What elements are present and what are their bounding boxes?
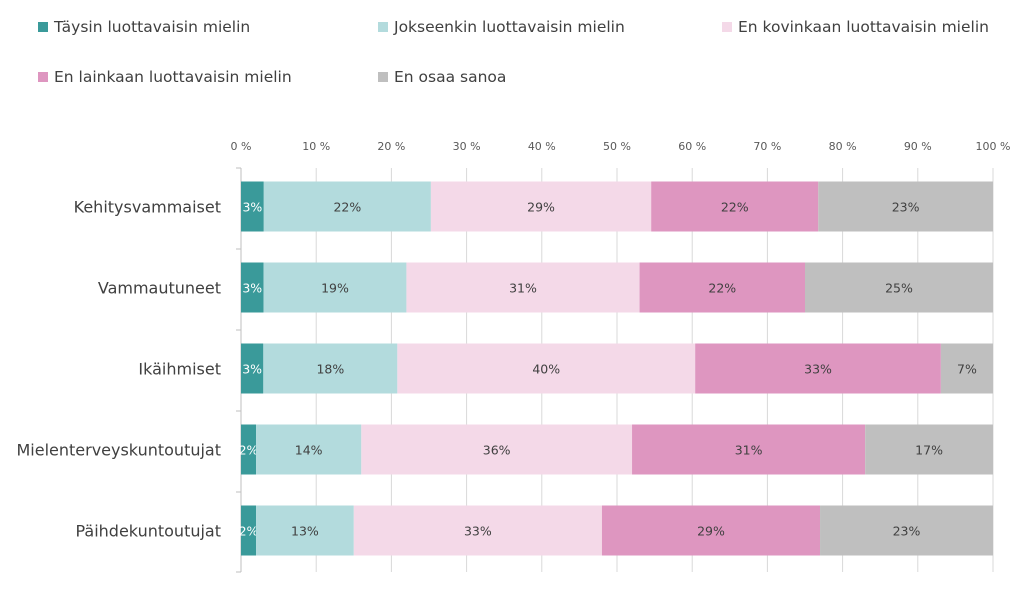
data-label: 22% (333, 200, 361, 215)
bar-segment (940, 343, 993, 394)
bar-segment (406, 262, 640, 313)
data-label: 29% (527, 200, 555, 215)
bar-segment (241, 424, 257, 475)
x-tick-label: 50 % (603, 140, 631, 153)
data-label: 2% (239, 524, 259, 539)
bar-segment (639, 262, 805, 313)
legend-label: En lainkaan luottavaisin mielin (54, 68, 292, 86)
bar-segment (865, 424, 993, 475)
bar-segment (397, 343, 696, 394)
x-tick-label: 90 % (904, 140, 932, 153)
bar-segment (263, 343, 398, 394)
data-label: 33% (464, 524, 492, 539)
data-label: 23% (892, 200, 920, 215)
data-label: 29% (697, 524, 725, 539)
data-label: 17% (915, 443, 943, 458)
bar-segment (256, 505, 354, 556)
bar-segment (361, 424, 633, 475)
legend-item-lainkaan: En lainkaan luottavaisin mielin (38, 68, 292, 86)
x-tick-label: 10 % (302, 140, 330, 153)
legend-label: En osaa sanoa (394, 68, 507, 86)
x-tick-label: 80 % (829, 140, 857, 153)
bar-segment (820, 505, 993, 556)
bar-segment (263, 262, 407, 313)
x-tick-label: 0 % (231, 140, 252, 153)
bar-segment (241, 505, 257, 556)
category-label: Ikäihmiset (138, 360, 221, 379)
data-label: 22% (721, 200, 749, 215)
x-tick-label: 100 % (976, 140, 1011, 153)
bar-segment (651, 181, 819, 232)
legend-label: Jokseenkin luottavaisin mielin (394, 18, 625, 36)
data-label: 3% (242, 281, 262, 296)
x-tick-label: 70 % (753, 140, 781, 153)
chart-legend: Täysin luottavaisin mielin Jokseenkin lu… (0, 0, 1024, 110)
data-label: 14% (295, 443, 323, 458)
bar-segment (353, 505, 602, 556)
category-label: Kehitysvammaiset (74, 198, 221, 217)
data-label: 31% (735, 443, 763, 458)
bar-segment (241, 262, 264, 313)
data-label: 25% (885, 281, 913, 296)
bar-segment (241, 181, 264, 232)
data-label: 3% (242, 200, 262, 215)
legend-item-osaa-sanoa: En osaa sanoa (378, 68, 506, 86)
x-tick-label: 20 % (377, 140, 405, 153)
legend-swatch (38, 22, 48, 32)
legend-swatch (38, 72, 48, 82)
data-label: 7% (957, 362, 977, 377)
data-label: 22% (708, 281, 736, 296)
x-tick-label: 40 % (528, 140, 556, 153)
bar-segment (256, 424, 362, 475)
x-tick-label: 30 % (453, 140, 481, 153)
bar-segment (601, 505, 821, 556)
bar-segment (818, 181, 993, 232)
bar-segment (263, 181, 431, 232)
category-label: Mielenterveyskuntoutujat (16, 441, 221, 460)
data-label: 36% (483, 443, 511, 458)
legend-label: En kovinkaan luottavaisin mielin (738, 18, 989, 36)
legend-swatch (378, 22, 388, 32)
bar-segment (632, 424, 866, 475)
data-label: 33% (804, 362, 832, 377)
legend-label: Täysin luottavaisin mielin (54, 18, 251, 36)
bar-segment (695, 343, 941, 394)
data-label: 13% (291, 524, 319, 539)
data-label: 3% (242, 362, 262, 377)
bar-segment (241, 343, 264, 394)
data-label: 31% (509, 281, 537, 296)
data-label: 2% (239, 443, 259, 458)
legend-item-taysin: Täysin luottavaisin mielin (38, 18, 250, 36)
bar-segment (805, 262, 993, 313)
category-label: Vammautuneet (98, 279, 221, 298)
legend-swatch (722, 22, 732, 32)
x-tick-label: 60 % (678, 140, 706, 153)
data-label: 23% (893, 524, 921, 539)
bar-segment (430, 181, 652, 232)
legend-swatch (378, 72, 388, 82)
category-label: Päihdekuntoutujat (75, 522, 221, 541)
legend-item-kovinkaan: En kovinkaan luottavaisin mielin (722, 18, 989, 36)
data-label: 18% (316, 362, 344, 377)
data-label: 19% (321, 281, 349, 296)
legend-item-jokseenkin: Jokseenkin luottavaisin mielin (378, 18, 625, 36)
data-label: 40% (532, 362, 560, 377)
